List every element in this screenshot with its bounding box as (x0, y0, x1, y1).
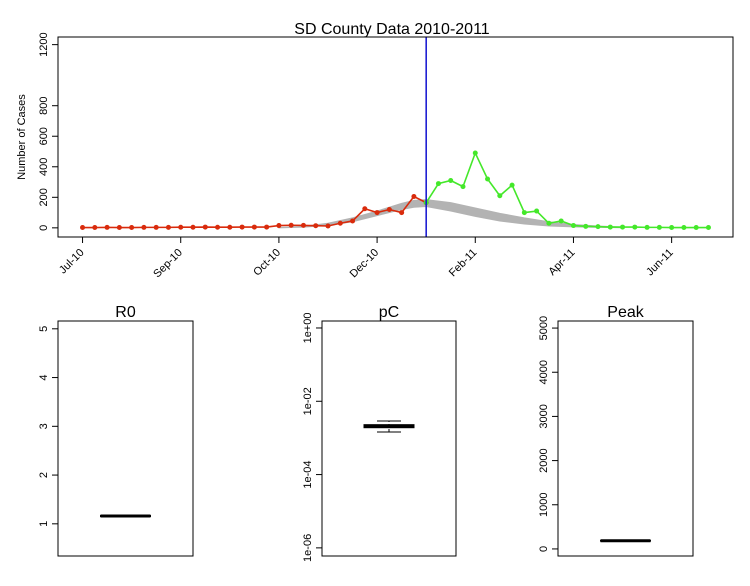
data-point (178, 224, 184, 230)
data-point (92, 225, 98, 231)
series-line (82, 195, 427, 229)
y-tick-label: 3000 (538, 404, 550, 428)
plot-frame (57, 36, 734, 238)
data-point (521, 210, 527, 216)
data-point (705, 225, 711, 231)
chart-title: SD County Data 2010-2011 (294, 21, 489, 38)
chart-title: pC (379, 304, 399, 321)
data-point (374, 210, 380, 216)
data-point (300, 222, 306, 228)
data-point (116, 225, 122, 231)
y-tick-label: 1000 (538, 493, 550, 517)
data-point (239, 224, 245, 230)
data-point (460, 184, 466, 190)
data-point (386, 207, 392, 213)
y-tick-label: 1200 (38, 32, 50, 56)
data-point (251, 224, 257, 230)
data-point (632, 224, 638, 230)
data-point (313, 223, 319, 229)
y-tick-label: 2000 (538, 448, 550, 472)
data-point (448, 178, 454, 184)
data-point (472, 150, 478, 156)
data-point (288, 222, 294, 228)
y-tick-label: 1 (38, 521, 50, 527)
x-tick-label: Sep-10 (151, 247, 185, 281)
x-tick-label: Jul-10 (57, 247, 87, 277)
data-point (620, 224, 626, 230)
data-point (681, 225, 687, 231)
plot-frame (57, 320, 194, 557)
model-band (278, 199, 624, 229)
y-tick-label: 2 (38, 472, 50, 478)
x-tick-label: Dec-10 (348, 247, 382, 281)
data-point (104, 224, 110, 230)
data-point (669, 225, 675, 231)
data-point (570, 223, 576, 229)
data-point (129, 225, 135, 231)
plot-frame (557, 320, 694, 557)
data-point (153, 224, 159, 230)
data-point (534, 208, 540, 214)
y-tick-label: 4000 (538, 360, 550, 384)
y-tick-label: 200 (38, 188, 50, 206)
data-point (264, 224, 270, 230)
data-point (558, 218, 564, 224)
y-tick-label: 1e-02 (302, 387, 314, 415)
chart-title: R0 (115, 304, 136, 321)
data-point (509, 182, 515, 188)
data-point (141, 224, 147, 230)
data-point (362, 206, 368, 212)
data-point (337, 220, 343, 226)
data-point (595, 224, 601, 230)
data-point (497, 193, 503, 199)
data-point (190, 224, 196, 230)
data-point (546, 220, 552, 226)
x-tick-label: Feb-11 (447, 247, 480, 280)
y-tick-label: 400 (38, 158, 50, 176)
x-tick-label: Jun-11 (644, 247, 676, 279)
data-point (165, 224, 171, 230)
data-point (350, 218, 356, 224)
data-point (485, 176, 491, 182)
y-tick-label: 0 (538, 546, 550, 552)
data-point (583, 223, 589, 229)
series-line (425, 150, 709, 229)
y-tick-label: 600 (38, 127, 50, 145)
chart-title: Peak (607, 304, 644, 321)
data-point (607, 224, 613, 230)
data-point (656, 224, 662, 230)
x-tick-label: Oct-10 (251, 247, 283, 279)
data-point (693, 225, 699, 231)
y-tick-label: 5 (38, 326, 50, 332)
y-tick-label: 1e+00 (302, 313, 314, 344)
y-tick-label: 0 (38, 225, 50, 231)
data-point (215, 224, 221, 230)
y-axis-label: Number of Cases (16, 94, 28, 180)
data-point (644, 224, 650, 230)
y-tick-label: 4 (38, 374, 50, 380)
data-point (227, 224, 233, 230)
plot-frame (321, 320, 457, 557)
data-point (399, 210, 405, 216)
data-point (435, 181, 441, 187)
y-tick-label: 1e-04 (302, 461, 314, 489)
data-point (325, 223, 331, 229)
data-point (411, 194, 417, 200)
y-tick-label: 3 (38, 423, 50, 429)
data-point (80, 225, 86, 231)
data-point (202, 224, 208, 230)
x-tick-label: Apr-11 (546, 247, 577, 278)
y-tick-label: 1e-06 (302, 534, 314, 562)
y-tick-label: 5000 (538, 316, 550, 340)
y-tick-label: 800 (38, 97, 50, 115)
data-point (276, 223, 282, 229)
